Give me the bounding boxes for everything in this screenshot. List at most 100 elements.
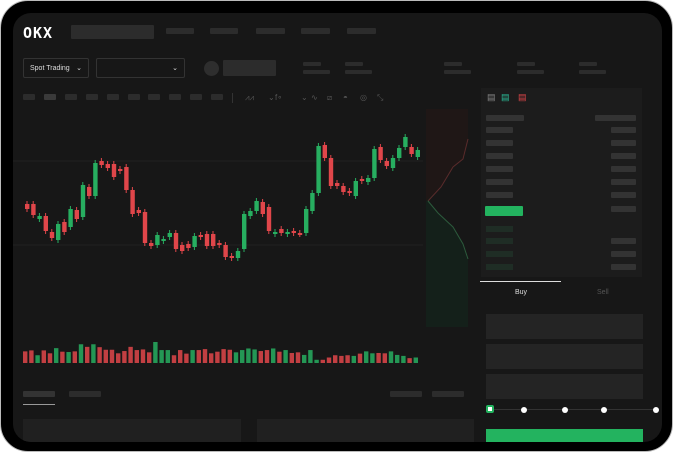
volume-bar [122,351,127,363]
timeframe-button[interactable] [169,94,181,100]
fullscreen-icon[interactable]: ⤡ [377,93,384,102]
timeframe-button[interactable] [65,94,77,100]
chevron-down-icon[interactable]: ⌄ [301,93,308,102]
volume-bar [128,346,133,363]
order-book: ▤ ▤ ▤ [481,88,642,277]
volume-bar [264,350,270,363]
volume-bar [153,342,158,363]
candle [260,202,265,214]
timeframe-button[interactable] [128,94,140,100]
drawing-icon[interactable]: ∿ [311,93,318,102]
volume-bar [72,351,77,363]
volume-bar [47,353,53,363]
candle [180,245,185,251]
volume-bar [370,353,375,363]
slider-handle[interactable] [486,405,494,413]
ask-amount [611,127,636,133]
stat-value [579,70,606,74]
tab-order-history[interactable] [69,391,101,397]
nav-item[interactable] [256,28,285,34]
slider-stop[interactable] [653,407,659,413]
orderbook-both-icon[interactable]: ▤ [487,92,496,102]
nav-item[interactable] [166,28,194,34]
candle [111,164,117,177]
filter-button[interactable] [390,391,422,397]
timeframe-button[interactable] [44,94,56,100]
stat-label [444,62,462,66]
stat-value [444,70,471,74]
candle [186,244,191,248]
candle [322,145,327,158]
orderbook-bids-icon[interactable]: ▤ [501,92,510,102]
orderbook-header-price [486,115,524,121]
volume-bar [41,350,46,363]
volume-bar [147,352,152,363]
timeframe-button[interactable] [107,94,119,100]
pair-selector-dropdown[interactable]: ⌄ [96,58,185,78]
price-chart[interactable] [13,109,476,369]
nav-item[interactable] [347,28,376,34]
volume-bar [66,352,71,363]
tab-open-orders[interactable] [23,391,55,397]
volume-bar [314,359,319,363]
candle [279,229,284,233]
candle [235,251,241,258]
ask-price [486,140,513,146]
settings-icon[interactable]: ◎ [360,93,367,102]
volume-bar [54,348,59,363]
bid-amount [611,238,636,244]
candle [403,137,408,147]
tab-sell[interactable]: Sell [597,289,609,296]
candle [217,243,222,245]
candle [353,181,358,196]
chevron-down-icon[interactable]: ⌄ [268,93,275,102]
volume-bar [227,349,232,363]
volume-bar [333,355,338,363]
price-input[interactable] [486,314,643,339]
okx-logo[interactable]: OKX [23,24,54,42]
volume-bar [277,351,282,363]
volume-bar [85,346,90,363]
orderbook-asks-icon[interactable]: ▤ [518,92,527,102]
nav-item[interactable] [301,28,330,34]
buy-button[interactable] [486,429,643,442]
timeframe-button[interactable] [86,94,98,100]
amount-input[interactable] [486,344,643,369]
volume-bar [184,353,189,363]
ask-price [486,192,513,198]
candle [37,216,42,219]
divider [232,93,233,103]
volume-bar [289,352,294,363]
timeframe-button[interactable] [190,94,202,100]
volume-bar [252,349,257,363]
filter-button[interactable] [432,391,464,397]
camera-icon[interactable]: ◓ [343,93,348,102]
coin-icon [204,61,219,76]
market-type-dropdown[interactable]: Spot Trading ⌄ [23,58,89,78]
candle [242,214,247,249]
ask-amount [611,140,636,146]
header-search-placeholder[interactable] [71,25,154,39]
slider-track[interactable] [490,409,658,410]
slider-stop[interactable] [521,407,527,413]
volume-bar [388,351,394,363]
stat-label [579,62,597,66]
volume-bar [221,349,226,363]
timeframe-button[interactable] [23,94,35,100]
candle [409,147,414,154]
tab-buy[interactable]: Buy [515,289,528,296]
volume-bar [233,352,239,363]
candle [87,187,92,196]
total-input[interactable] [486,374,643,399]
candle [105,164,110,168]
nav-item[interactable] [210,28,238,34]
slider-stop[interactable] [562,407,568,413]
candle [198,235,203,237]
ruler-icon[interactable]: ⧄ [327,93,333,102]
line-icon[interactable]: f∘ [275,93,283,102]
indicator-icon[interactable]: ⩘⩘ [245,93,255,102]
slider-stop[interactable] [601,407,607,413]
last-price[interactable] [485,206,523,216]
timeframe-button[interactable] [211,94,223,100]
timeframe-button[interactable] [148,94,160,100]
